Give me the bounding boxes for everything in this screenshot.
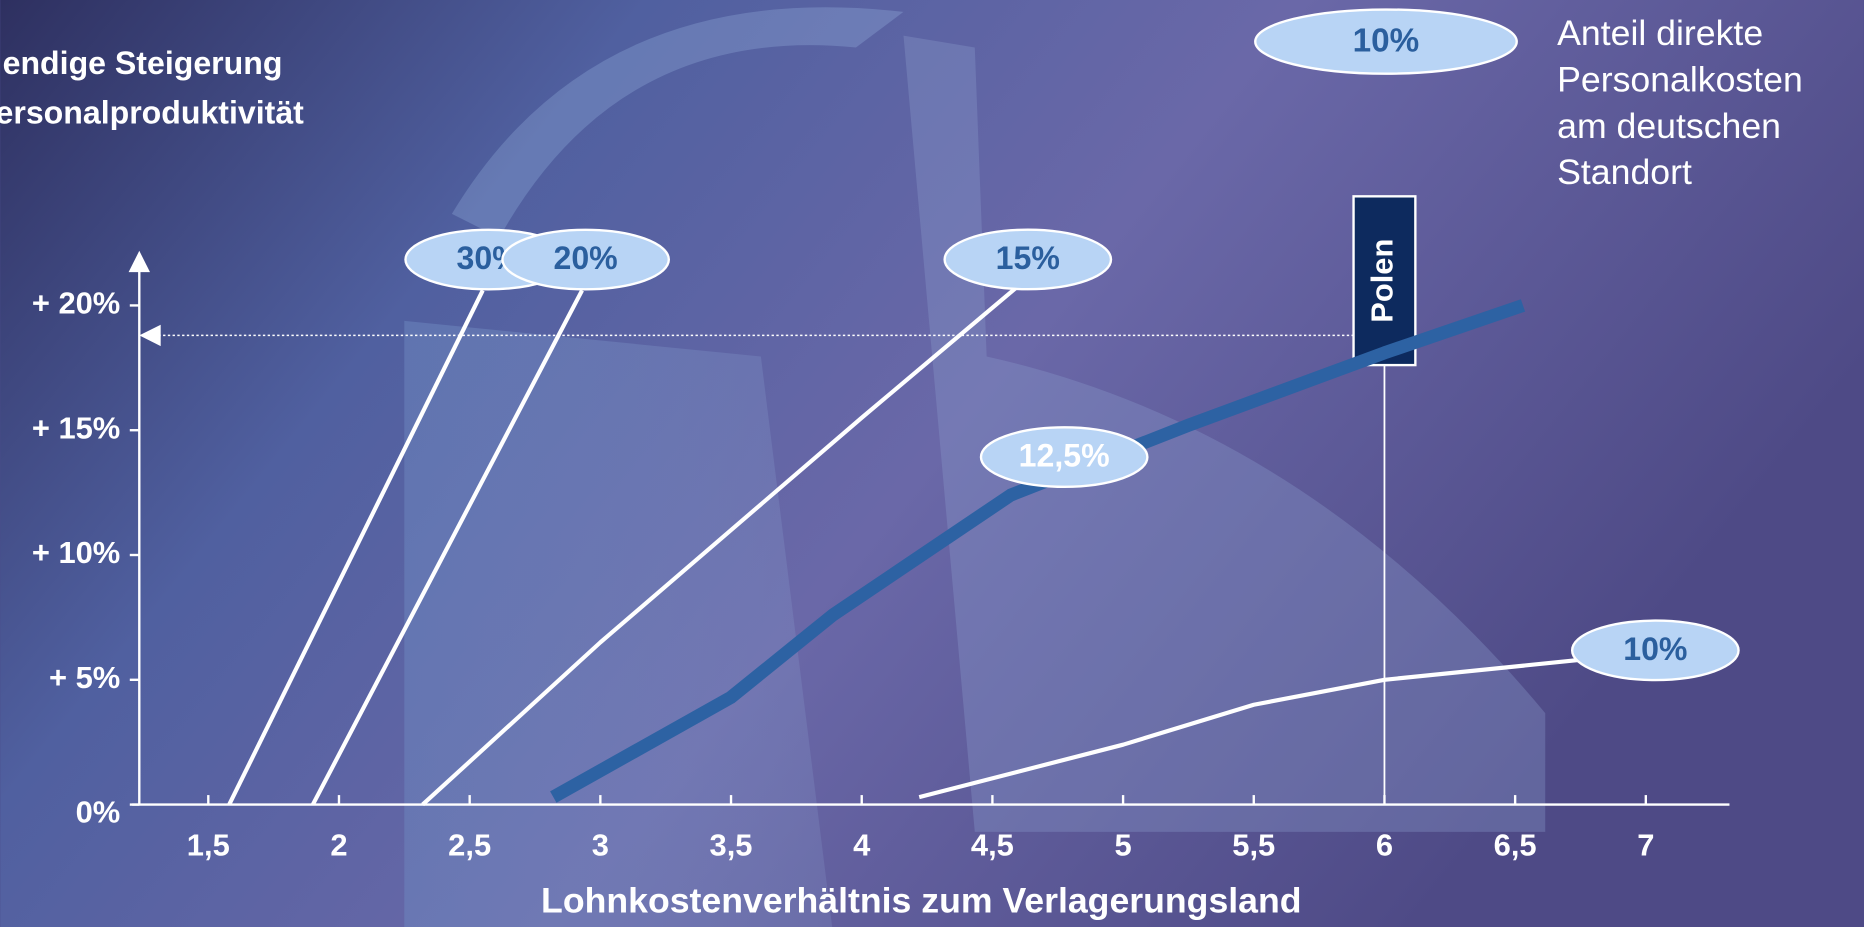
series-line (918, 657, 1581, 800)
legend: 10% Anteil direkte Personalkosten am deu… (1254, 8, 1803, 192)
series-line (550, 299, 1526, 803)
x-tick-label: 4 (853, 828, 871, 863)
x-tick-label: 2,5 (448, 828, 491, 863)
y-tick-label: + 5% (49, 660, 120, 695)
background-glow (451, 7, 904, 238)
y-axis-arrow (128, 250, 150, 273)
series-label: 10% (1623, 631, 1687, 667)
legend-text: Personalkosten (1557, 59, 1803, 99)
x-tick-label: 7 (1637, 828, 1654, 863)
x-tick-label: 5 (1114, 828, 1131, 863)
x-tick-label: 6,5 (1494, 828, 1537, 863)
guide-arrow (139, 324, 161, 347)
x-tick-label: 2 (330, 828, 347, 863)
y-tick-label: + 20% (32, 286, 120, 321)
x-tick-label: 4,5 (971, 828, 1014, 863)
series-label-bubble (943, 228, 1113, 291)
series-line (311, 289, 584, 806)
x-tick-label: 5,5 (1232, 828, 1275, 863)
series-label-bubble (1570, 619, 1740, 682)
legend-text: Standort (1557, 152, 1692, 192)
series-label: 15% (996, 240, 1060, 276)
background-building (404, 320, 833, 927)
y-tick-label: + 10% (32, 535, 120, 570)
annotation-label: Polen (1365, 239, 1400, 323)
legend-sample: 10% (1353, 23, 1420, 60)
series-line (227, 289, 485, 806)
y-tick-label: + 15% (32, 410, 120, 445)
series-line (421, 286, 1018, 807)
y-tick-label: 0% (76, 794, 121, 829)
legend-sample-bubble (1254, 8, 1518, 75)
series-label-bubble (501, 228, 670, 291)
chart-title: ersonalproduktivität (0, 95, 304, 131)
x-tick-label: 3 (592, 828, 609, 863)
x-tick-label: 6 (1376, 828, 1393, 863)
legend-text: am deutschen (1557, 106, 1781, 146)
x-tick-label: 1,5 (187, 828, 230, 863)
series-label: 12,5% (1019, 438, 1110, 474)
x-axis-label: Lohnkostenverhältnis zum Verlagerungslan… (541, 881, 1301, 921)
series-label: 20% (554, 240, 618, 276)
chart-title: endige Steigerung (3, 45, 283, 81)
legend-text: Anteil direkte (1557, 13, 1763, 53)
series-label-bubble (979, 426, 1149, 488)
annotation-box (1352, 195, 1417, 367)
x-tick-label: 3,5 (710, 828, 753, 863)
